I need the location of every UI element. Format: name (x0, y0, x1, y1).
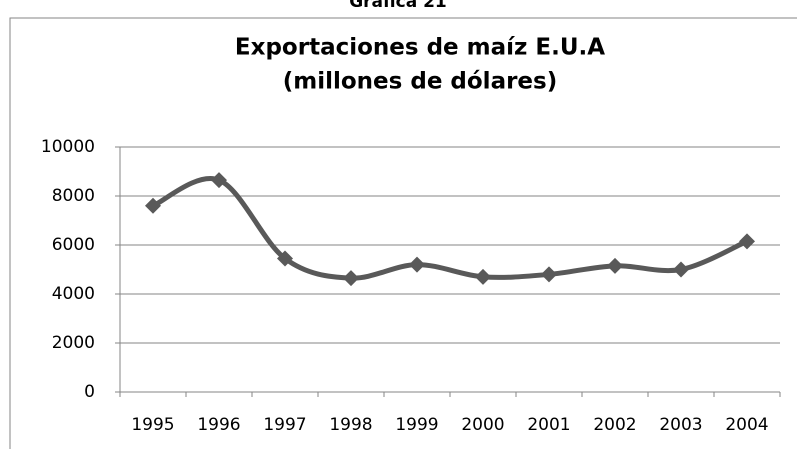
line (151, 176, 749, 281)
chart-title: (millones de dólares) (283, 69, 557, 95)
chart-title: Exportaciones de maíz E.U.A (235, 35, 605, 61)
caption: Gráfica 21 (349, 0, 447, 12)
x-tick-label: 1998 (329, 415, 372, 435)
y-tick-label: 0 (84, 382, 95, 402)
y-tick-label: 8000 (52, 186, 95, 206)
marker (607, 257, 623, 274)
x-tick-label: 2000 (461, 415, 504, 435)
x-tick-label: 2002 (593, 415, 636, 435)
marker (277, 250, 293, 267)
marker (343, 270, 359, 287)
x-tick-label: 2003 (659, 415, 702, 435)
marker (211, 172, 227, 189)
y-tick-label: 6000 (52, 235, 95, 255)
x-tick-label: 1996 (197, 415, 240, 435)
y-tick-label: 10000 (41, 137, 95, 157)
marker (475, 268, 491, 285)
marker (739, 233, 755, 250)
chart-frame (9, 17, 797, 449)
y-tick-label: 4000 (52, 284, 95, 304)
marker (541, 266, 557, 283)
y-tick-label: 2000 (52, 333, 95, 353)
x-tick-label: 1997 (263, 415, 306, 435)
marker (409, 256, 425, 273)
x-tick-label: 2004 (725, 415, 768, 435)
x-tick-label: 2001 (527, 415, 570, 435)
x-tick-label: 1999 (395, 415, 438, 435)
marker (145, 197, 161, 214)
x-tick-label: 1995 (131, 415, 174, 435)
marker (673, 261, 689, 278)
